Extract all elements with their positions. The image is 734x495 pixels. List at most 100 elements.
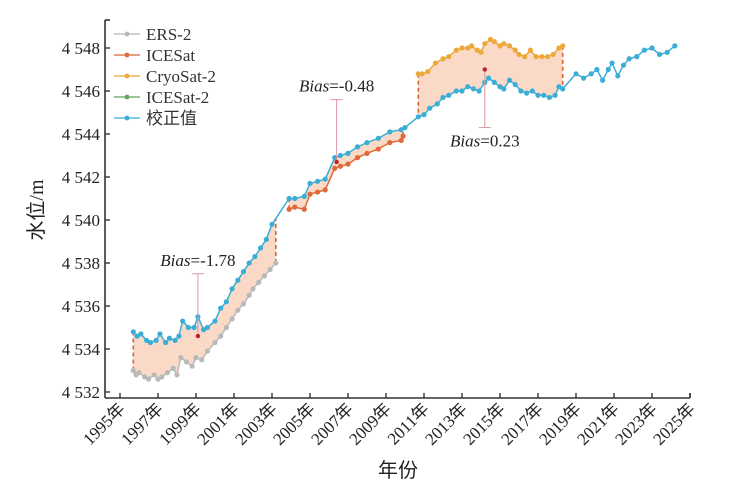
x-axis-title: 年份 xyxy=(378,459,418,482)
data-point xyxy=(337,152,343,159)
data-point xyxy=(518,88,524,94)
y-tick-label: 4 536 xyxy=(62,297,100,316)
fill-region-icesat xyxy=(289,128,404,210)
legend-label: ICESat xyxy=(146,46,195,65)
data-point xyxy=(657,51,663,58)
data-point xyxy=(159,374,165,380)
x-tick-label: 1999年 xyxy=(155,399,204,448)
data-point xyxy=(459,45,465,51)
data-point xyxy=(398,127,404,133)
data-point xyxy=(163,339,169,346)
data-point xyxy=(609,60,615,66)
data-point xyxy=(223,299,229,305)
data-point xyxy=(345,161,351,167)
series-line-校正值 xyxy=(132,45,676,344)
data-point xyxy=(387,129,393,135)
data-point xyxy=(421,112,427,118)
bias-marker xyxy=(195,333,201,339)
data-point xyxy=(307,191,313,197)
bias-label-value: =-0.48 xyxy=(329,77,374,96)
data-point xyxy=(178,355,184,361)
x-tick-label: 1997年 xyxy=(117,399,166,448)
data-point xyxy=(151,372,157,378)
data-point xyxy=(240,269,247,275)
data-point xyxy=(174,372,180,378)
data-point xyxy=(432,60,438,66)
data-point xyxy=(130,329,136,335)
x-tick-label: 2011年 xyxy=(384,399,433,448)
legend-item: CryoSat-2 xyxy=(114,67,216,86)
legend-label: 校正值 xyxy=(146,109,197,128)
data-point xyxy=(164,370,171,376)
data-point xyxy=(332,165,338,171)
data-point xyxy=(446,92,452,98)
data-point xyxy=(539,54,545,60)
data-point xyxy=(402,124,408,131)
data-point xyxy=(134,333,140,339)
bias-label: Bias=-1.78 xyxy=(160,251,235,270)
data-point xyxy=(204,348,210,354)
data-point xyxy=(292,204,298,210)
x-tick-label: 2021年 xyxy=(573,399,622,448)
data-point xyxy=(176,333,182,339)
data-point xyxy=(512,47,518,53)
data-point xyxy=(478,49,484,55)
data-point xyxy=(170,365,176,371)
data-point xyxy=(375,135,381,141)
data-point xyxy=(541,92,547,98)
data-point xyxy=(506,77,513,83)
legend-item: ICESat-2 xyxy=(114,88,209,107)
data-point xyxy=(218,333,224,339)
data-point xyxy=(620,62,627,68)
data-point xyxy=(615,73,621,79)
data-point xyxy=(147,339,153,346)
x-tick-label: 1995年 xyxy=(79,399,128,448)
data-point xyxy=(527,47,534,53)
data-point xyxy=(415,114,421,120)
data-point xyxy=(354,144,361,150)
data-point xyxy=(337,163,343,169)
data-point xyxy=(634,54,640,60)
series-group xyxy=(130,36,678,382)
data-point xyxy=(301,206,307,212)
data-point xyxy=(400,133,406,139)
data-point xyxy=(672,43,678,49)
data-point xyxy=(459,88,465,94)
data-point xyxy=(512,81,518,88)
x-tick-label: 2025年 xyxy=(649,399,698,448)
data-point xyxy=(440,56,446,62)
data-point xyxy=(468,43,475,49)
data-point xyxy=(322,176,328,182)
bias-label-prefix: Bias xyxy=(450,132,481,151)
y-tick-label: 4 540 xyxy=(62,211,100,230)
data-point xyxy=(544,54,551,60)
legend-label: CryoSat-2 xyxy=(146,67,216,86)
data-point xyxy=(250,286,256,292)
x-tick-label: 2001年 xyxy=(193,399,242,448)
data-point xyxy=(522,54,528,60)
data-point xyxy=(136,370,142,376)
y-tick-label: 4 548 xyxy=(62,39,100,58)
data-point xyxy=(556,84,562,90)
bias-label-prefix: Bias xyxy=(160,251,191,270)
data-point xyxy=(556,45,562,51)
data-point xyxy=(641,47,648,53)
data-point xyxy=(465,45,471,51)
data-point xyxy=(153,337,159,343)
x-ticks: 1995年1997年1999年2001年2003年2005年2007年2009年… xyxy=(79,393,699,449)
bias-label: Bias=0.23 xyxy=(450,132,520,151)
data-point xyxy=(487,36,494,43)
data-point xyxy=(166,335,172,341)
data-point xyxy=(157,331,163,337)
data-point xyxy=(240,301,247,307)
data-point xyxy=(261,273,267,279)
y-tick-label: 4 534 xyxy=(62,340,101,359)
data-point xyxy=(364,140,370,146)
data-point xyxy=(476,88,482,94)
data-point xyxy=(145,376,152,382)
data-point xyxy=(201,327,207,333)
data-point xyxy=(453,47,459,53)
data-point xyxy=(506,43,513,49)
